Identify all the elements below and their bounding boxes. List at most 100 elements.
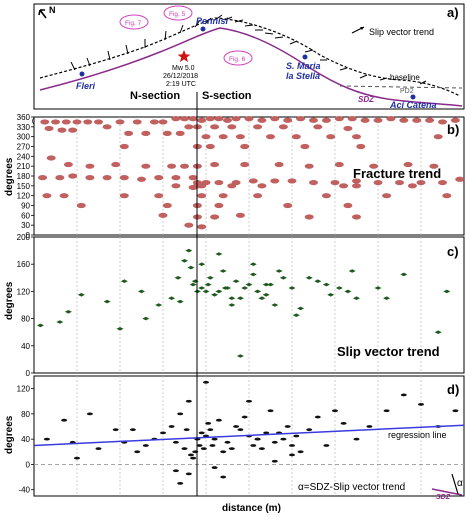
panel-b-ylabel: degrees — [4, 157, 15, 196]
data-point — [68, 127, 78, 133]
y-tick-label: 80 — [21, 315, 30, 324]
data-point — [343, 202, 353, 209]
data-point — [198, 431, 205, 435]
data-point — [248, 178, 258, 184]
legend-slip-vector: Slip vector trend — [351, 26, 434, 37]
data-point — [254, 289, 262, 294]
panel-b-title: Fracture trend — [353, 166, 441, 181]
place-s-maria: S. Maria — [286, 61, 321, 71]
data-point — [232, 279, 240, 283]
data-point — [215, 289, 223, 294]
data-point — [235, 134, 245, 140]
data-point — [203, 380, 209, 384]
panel-b-label: b) — [447, 122, 459, 137]
y-tick-label: 180 — [17, 172, 31, 181]
data-point — [395, 179, 404, 186]
data-point — [205, 143, 215, 150]
alpha-sketch: α SDZ — [431, 473, 463, 501]
data-point — [266, 134, 275, 140]
data-point — [327, 293, 335, 297]
data-point — [181, 259, 188, 263]
data-point — [85, 175, 95, 181]
data-point — [293, 434, 300, 438]
data-point — [418, 403, 424, 406]
data-point — [321, 193, 331, 199]
data-point — [86, 412, 93, 416]
data-point — [43, 437, 50, 441]
data-point — [215, 418, 222, 422]
data-point — [254, 437, 261, 441]
data-point — [187, 453, 194, 457]
data-point — [314, 279, 322, 283]
data-point — [181, 447, 188, 451]
data-point — [171, 116, 181, 122]
panel-d-ylabel: degrees — [4, 415, 15, 454]
data-point — [184, 222, 194, 228]
data-point — [183, 428, 190, 432]
data-point — [141, 163, 151, 169]
data-point — [438, 179, 447, 186]
data-point — [407, 183, 417, 189]
data-point — [309, 117, 318, 123]
data-point — [180, 163, 189, 169]
data-point — [288, 286, 296, 290]
fig-callouts: Fig. 7 Fig. 5 Fig. 6 — [119, 5, 253, 66]
data-point — [172, 469, 179, 473]
place-la-stella: la Stella — [286, 71, 320, 81]
fault-trace — [39, 17, 461, 97]
data-point — [353, 296, 360, 300]
data-point — [352, 134, 361, 140]
data-point — [227, 124, 237, 130]
data-point — [309, 179, 318, 186]
data-point — [366, 425, 373, 428]
data-point — [360, 117, 370, 123]
sdz-label-a: SDZ — [358, 95, 375, 104]
data-point — [228, 296, 236, 300]
data-point — [344, 289, 352, 294]
data-point — [223, 117, 232, 123]
event-star: Mw 5.0 26/12/2018 2:19 UTC — [163, 50, 198, 88]
callout-fig-5: Fig. 5 — [169, 11, 186, 18]
data-point — [207, 428, 214, 432]
y-tick-label: 40 — [21, 435, 30, 444]
data-point — [214, 179, 224, 186]
data-point — [111, 161, 121, 168]
alpha-sketch-symbol: α — [457, 478, 463, 489]
data-point — [211, 466, 218, 469]
data-point — [356, 143, 366, 150]
data-point — [374, 286, 382, 290]
data-point — [289, 453, 295, 457]
data-point — [210, 161, 220, 168]
data-point — [262, 293, 270, 297]
data-point — [197, 193, 207, 199]
data-point — [204, 282, 212, 287]
data-point — [51, 119, 60, 125]
data-point — [224, 286, 231, 290]
data-point — [171, 175, 181, 181]
data-point — [334, 116, 344, 122]
data-point — [271, 440, 278, 444]
data-point — [205, 421, 212, 425]
y-tick-label: 0 — [26, 231, 31, 240]
data-point — [176, 299, 184, 304]
y-tick-label: 210 — [17, 162, 31, 171]
data-point — [72, 119, 82, 125]
data-point — [253, 193, 263, 199]
data-point — [347, 116, 357, 122]
data-point — [200, 447, 207, 451]
data-point — [175, 130, 185, 136]
data-point — [313, 124, 323, 130]
data-point — [188, 116, 198, 122]
data-point — [306, 428, 313, 432]
data-point — [335, 286, 343, 290]
y-tick-label: 120 — [17, 385, 31, 394]
callout-fig-6: Fig. 6 — [229, 56, 246, 63]
data-point — [352, 178, 361, 184]
data-point — [94, 119, 103, 125]
data-point — [279, 276, 287, 280]
data-point — [95, 447, 102, 451]
data-point — [167, 163, 177, 169]
data-point — [154, 193, 164, 199]
data-point — [399, 117, 409, 123]
